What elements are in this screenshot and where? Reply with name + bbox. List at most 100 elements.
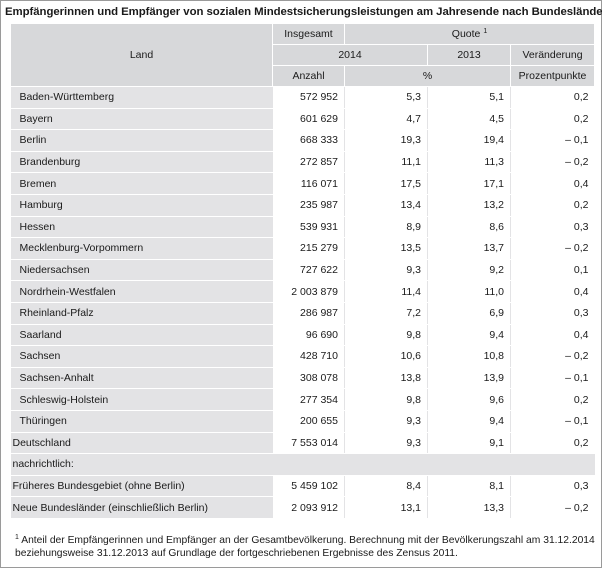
cell-change: 0,3 xyxy=(509,302,595,325)
cell-quote-2014: 13,5 xyxy=(344,237,428,260)
cell-quote-2014: 9,3 xyxy=(344,259,428,282)
cell-anzahl: 286 987 xyxy=(272,302,345,325)
table-row: Saarland 96 690 9,8 9,4 0,4 xyxy=(10,324,595,347)
cell-anzahl: 277 354 xyxy=(272,388,345,411)
cell-land: Niedersachsen xyxy=(10,259,273,282)
cell-quote-2014: 13,8 xyxy=(344,367,428,390)
cell-quote-2014: 17,5 xyxy=(344,172,428,195)
table-row: Hessen 539 931 8,9 8,6 0,3 xyxy=(10,216,595,239)
cell-anzahl: 215 279 xyxy=(272,237,345,260)
table-row: Schleswig-Holstein 277 354 9,8 9,6 0,2 xyxy=(10,388,595,411)
cell-quote-2013: 9,4 xyxy=(427,410,511,433)
cell-anzahl: 116 071 xyxy=(272,172,345,195)
table-row: Bayern 601 629 4,7 4,5 0,2 xyxy=(10,108,595,131)
cell-quote-2013: 9,1 xyxy=(427,432,511,455)
table-row: Niedersachsen 727 622 9,3 9,2 0,1 xyxy=(10,259,595,282)
cell-quote-2013: 6,9 xyxy=(427,302,511,325)
cell-change: 0,4 xyxy=(509,280,595,303)
header-quote-label: Quote xyxy=(451,28,481,40)
header-land: Land xyxy=(10,23,273,87)
data-table: Land Insgesamt Quote 1 2014 2013 Verände… xyxy=(10,23,596,519)
cell-land: Hessen xyxy=(10,216,273,239)
table-row: Mecklenburg-Vorpommern 215 279 13,5 13,7– 0… xyxy=(10,237,595,260)
cell-anzahl: 668 333 xyxy=(272,129,345,152)
cell-land: Bayern xyxy=(10,108,273,131)
cell-quote-2014: 4,7 xyxy=(344,108,428,131)
cell-land: Mecklenburg-Vorpommern xyxy=(10,237,273,260)
cell-quote-2014: 11,1 xyxy=(344,151,428,174)
cell-quote-2014: 11,4 xyxy=(344,280,428,303)
table-row: Hamburg 235 987 13,4 13,2 0,2 xyxy=(10,194,595,217)
header-year-2014: 2014 xyxy=(272,44,428,66)
cell-quote-2014: 9,8 xyxy=(344,324,428,347)
cell-anzahl: 235 987 xyxy=(272,194,345,217)
cell-change: – 0,2 xyxy=(509,345,595,368)
cell-quote-2013: 9,2 xyxy=(427,259,511,282)
table-row: Berlin 668 333 19,3 19,4– 0,1 xyxy=(10,129,595,152)
cell-land: Bremen xyxy=(10,172,273,195)
cell-quote-2014: 5,3 xyxy=(344,86,428,109)
cell-change: – 0,1 xyxy=(509,367,595,390)
cell-quote-2014: 19,3 xyxy=(344,129,428,152)
header-quote: Quote 1 xyxy=(343,23,596,45)
cell-land: Sachsen-Anhalt xyxy=(10,367,273,390)
cell-quote-2014: 8,4 xyxy=(344,475,428,498)
table-row: Baden-Württemberg 572 952 5,3 5,1 0,2 xyxy=(10,86,595,109)
cell-quote-2014: 7,2 xyxy=(344,302,428,325)
cell-anzahl: 428 710 xyxy=(272,345,345,368)
cell-quote-2013: 13,2 xyxy=(427,194,511,217)
section-filler xyxy=(272,453,595,476)
cell-change: 0,3 xyxy=(509,475,595,498)
cell-land: Deutschland xyxy=(10,432,273,455)
table-row: Brandenburg 272 857 11,1 11,3– 0,2 xyxy=(10,151,595,174)
cell-anzahl: 572 952 xyxy=(272,86,345,109)
table-row: Früheres Bundesgebiet (ohne Berlin) 5 459… xyxy=(10,475,595,498)
cell-change: 0,4 xyxy=(509,172,595,195)
table-body: Baden-Württemberg 572 952 5,3 5,1 0,2 Bayern 6… xyxy=(10,86,595,519)
cell-land: Thüringen xyxy=(10,410,273,433)
cell-quote-2013: 4,5 xyxy=(427,108,511,131)
cell-change: 0,1 xyxy=(509,259,595,282)
cell-quote-2014: 13,1 xyxy=(344,496,428,519)
cell-land: Brandenburg xyxy=(10,151,273,174)
cell-land: Berlin xyxy=(10,129,273,152)
cell-change: 0,4 xyxy=(509,324,595,347)
table-row: Bremen 116 071 17,5 17,1 0,4 xyxy=(10,172,595,195)
cell-quote-2013: 11,3 xyxy=(427,151,511,174)
cell-change: – 0,2 xyxy=(509,151,595,174)
cell-quote-2013: 19,4 xyxy=(427,129,511,152)
cell-anzahl: 200 655 xyxy=(272,410,345,433)
header-prozentpunkte: Prozentpunkte xyxy=(509,65,596,87)
cell-anzahl: 601 629 xyxy=(272,108,345,131)
cell-quote-2013: 17,1 xyxy=(427,172,511,195)
cell-quote-2013: 13,7 xyxy=(427,237,511,260)
cell-quote-2013: 9,4 xyxy=(427,324,511,347)
section-row: nachrichtlich: xyxy=(10,453,595,476)
cell-anzahl: 2 003 879 xyxy=(272,280,345,303)
cell-quote-2013: 13,3 xyxy=(427,496,511,519)
cell-land: Rheinland-Pfalz xyxy=(10,302,273,325)
cell-land: Neue Bundesländer (einschließlich Berlin… xyxy=(10,496,273,519)
table-row: Deutschland 7 553 014 9,3 9,1 0,2 xyxy=(10,432,595,455)
cell-land: Baden-Württemberg xyxy=(10,86,273,109)
cell-quote-2014: 9,3 xyxy=(344,410,428,433)
cell-change: 0,2 xyxy=(509,194,595,217)
cell-land: Saarland xyxy=(10,324,273,347)
section-label: nachrichtlich: xyxy=(10,453,273,476)
cell-change: – 0,2 xyxy=(509,496,595,519)
cell-quote-2013: 8,6 xyxy=(427,216,511,239)
cell-land: Sachsen xyxy=(10,345,273,368)
table-row: Rheinland-Pfalz 286 987 7,2 6,9 0,3 xyxy=(10,302,595,325)
header-insgesamt: Insgesamt xyxy=(272,23,345,45)
footnote-number: 1 xyxy=(15,534,19,541)
cell-quote-2014: 8,9 xyxy=(344,216,428,239)
cell-quote-2013: 10,8 xyxy=(427,345,511,368)
cell-change: 0,2 xyxy=(509,388,595,411)
cell-land: Früheres Bundesgebiet (ohne Berlin) xyxy=(10,475,273,498)
cell-quote-2013: 5,1 xyxy=(427,86,511,109)
table-row: Sachsen-Anhalt 308 078 13,8 13,9– 0,1 xyxy=(10,367,595,390)
cell-quote-2014: 9,3 xyxy=(344,432,428,455)
cell-change: – 0,2 xyxy=(509,237,595,260)
cell-change: 0,2 xyxy=(509,432,595,455)
